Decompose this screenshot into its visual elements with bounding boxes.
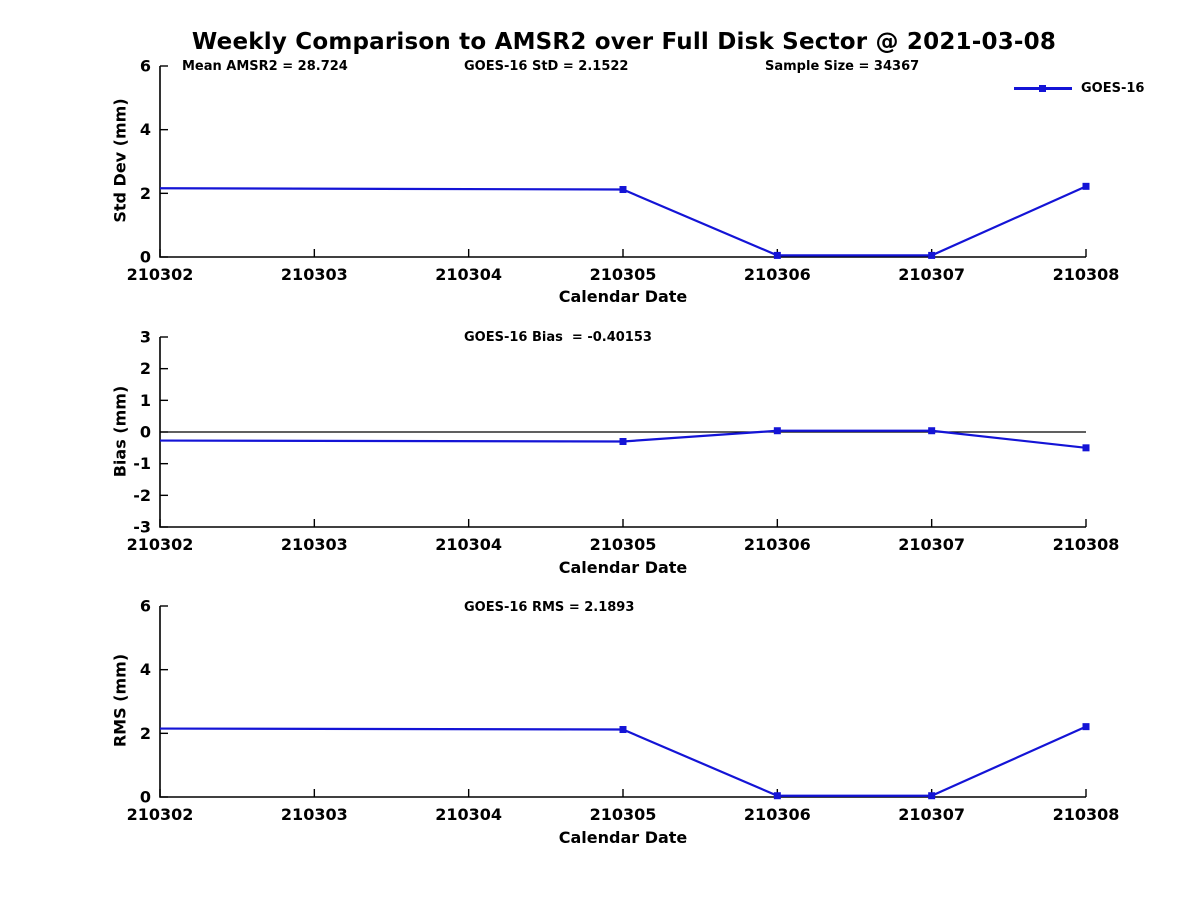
legend-line-sample <box>1014 84 1072 92</box>
std-dev-square-marker-icon <box>619 186 627 194</box>
subplot-std-dev: 0 2 4 6 210302 210303 210304 210305 210306 210307… <box>127 57 1120 285</box>
bias-square-marker-icon <box>1082 444 1090 452</box>
rms-x-axis-label: Calendar Date <box>558 828 688 847</box>
rms-y-tick-label: 6 <box>140 597 151 616</box>
std-dev-x-tick-label: 210308 <box>1053 265 1120 284</box>
stddev-y-axis-label: Std Dev (mm) <box>110 98 130 223</box>
bias-x-tick-label: 210306 <box>744 535 811 554</box>
annotation-goes16-std: GOES-16 StD = 2.1522 <box>464 59 629 74</box>
rms-x-tick-label: 210304 <box>435 805 502 824</box>
rms-square-marker-icon <box>619 726 627 734</box>
std-dev-x-tick-label: 210302 <box>127 265 194 284</box>
subplot-bias: -3 -2 -1 0 1 2 3 210302 210303 210304 210305 210306… <box>127 328 1120 555</box>
std-dev-x-tick-label: 210306 <box>744 265 811 284</box>
std-dev-y-tick-label: 6 <box>140 57 151 76</box>
rms-square-marker-icon <box>773 792 781 800</box>
std-dev-x-tick-label: 210303 <box>281 265 348 284</box>
bias-x-tick-label: 210305 <box>590 535 657 554</box>
rms-x-tick-label: 210303 <box>281 805 348 824</box>
std-dev-x-tick-label: 210305 <box>590 265 657 284</box>
bias-square-marker-icon <box>928 427 936 435</box>
annotation-mean-amsr2: Mean AMSR2 = 28.724 <box>182 59 348 74</box>
annotation-goes16-rms: GOES-16 RMS = 2.1893 <box>464 600 635 615</box>
legend-square-marker-icon <box>1039 84 1046 92</box>
bias-square-marker-icon <box>619 438 627 445</box>
rms-series-line <box>159 725 1087 797</box>
std-dev-x-tick-label: 210304 <box>435 265 502 284</box>
std-dev-y-tick-label: 2 <box>140 184 151 203</box>
rms-x-tick-label: 210302 <box>127 805 194 824</box>
rms-x-tick-label: 210306 <box>744 805 811 824</box>
bias-x-tick-label: 210302 <box>127 535 194 554</box>
bias-y-tick-label: -3 <box>133 518 151 537</box>
rms-square-marker-icon <box>1082 723 1090 731</box>
bias-y-tick-label: -1 <box>133 454 151 473</box>
subplot-rms: 0 2 4 6 210302 210303 210304 210305 210306 210307… <box>127 597 1120 825</box>
rms-x-tick-label: 210308 <box>1053 805 1120 824</box>
std-dev-square-marker-icon <box>1082 182 1090 190</box>
std-dev-y-tick-label: 4 <box>140 120 151 139</box>
rms-y-axis-label: RMS (mm) <box>110 653 130 748</box>
bias-square-marker-icon <box>773 427 781 435</box>
bias-y-tick-label: 2 <box>140 359 151 378</box>
std-dev-axes-spines <box>159 66 1086 258</box>
std-dev-square-marker-icon <box>773 251 781 259</box>
bias-y-axis-label: Bias (mm) <box>110 385 130 478</box>
rms-x-tick-label: 210307 <box>898 805 965 824</box>
annotation-sample-size: Sample Size = 34367 <box>765 59 920 74</box>
figure-title: Weekly Comparison to AMSR2 over Full Dis… <box>191 29 1057 55</box>
bias-y-tick-label: 1 <box>140 391 151 410</box>
std-dev-square-marker-icon <box>928 251 936 259</box>
legend: GOES-16 <box>1014 81 1144 96</box>
stddev-x-axis-label: Calendar Date <box>558 287 688 306</box>
bias-x-tick-label: 210308 <box>1053 535 1120 554</box>
bias-x-tick-label: 210303 <box>281 535 348 554</box>
bias-y-tick-label: 0 <box>140 423 151 442</box>
std-dev-series-line <box>159 185 1087 257</box>
legend-label: GOES-16 <box>1081 81 1145 96</box>
bias-x-axis-label: Calendar Date <box>558 558 688 577</box>
rms-y-tick-label: 0 <box>140 788 151 807</box>
rms-y-tick-label: 4 <box>140 660 151 679</box>
bias-x-tick-label: 210304 <box>435 535 502 554</box>
annotation-goes16-bias: GOES-16 Bias = -0.40153 <box>464 330 652 345</box>
rms-x-tick-label: 210305 <box>590 805 657 824</box>
rms-axes-spines <box>159 606 1086 798</box>
std-dev-x-tick-label: 210307 <box>898 265 965 284</box>
std-dev-y-tick-label: 0 <box>140 248 151 267</box>
rms-y-tick-label: 2 <box>140 724 151 743</box>
bias-x-tick-label: 210307 <box>898 535 965 554</box>
rms-square-marker-icon <box>928 792 936 800</box>
bias-y-tick-label: -2 <box>133 486 151 505</box>
bias-y-tick-label: 3 <box>140 328 151 347</box>
